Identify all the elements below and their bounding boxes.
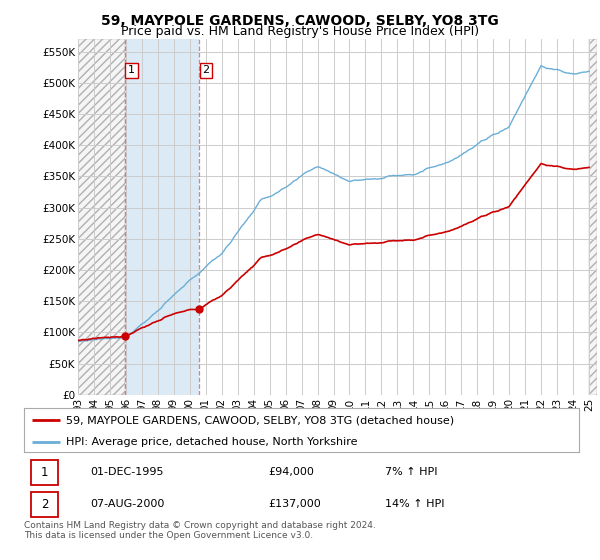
Text: Price paid vs. HM Land Registry's House Price Index (HPI): Price paid vs. HM Land Registry's House … [121,25,479,38]
Text: 7% ↑ HPI: 7% ↑ HPI [385,467,437,477]
Text: 07-AUG-2000: 07-AUG-2000 [91,499,165,509]
Bar [31,492,58,517]
Bar [125,39,199,395]
Bar [78,39,125,395]
Text: 2: 2 [202,66,209,76]
Text: £94,000: £94,000 [268,467,314,477]
Text: 59, MAYPOLE GARDENS, CAWOOD, SELBY, YO8 3TG (detached house): 59, MAYPOLE GARDENS, CAWOOD, SELBY, YO8 … [65,415,454,425]
Text: 1: 1 [128,66,135,76]
Text: 01-DEC-1995: 01-DEC-1995 [91,467,164,477]
Text: HPI: Average price, detached house, North Yorkshire: HPI: Average price, detached house, Nort… [65,437,357,447]
Bar [31,460,58,485]
Text: 2: 2 [41,498,48,511]
Bar [589,39,597,395]
Text: 1: 1 [41,466,48,479]
Text: Contains HM Land Registry data © Crown copyright and database right 2024.
This d: Contains HM Land Registry data © Crown c… [24,521,376,540]
Text: 14% ↑ HPI: 14% ↑ HPI [385,499,444,509]
Text: 59, MAYPOLE GARDENS, CAWOOD, SELBY, YO8 3TG: 59, MAYPOLE GARDENS, CAWOOD, SELBY, YO8 … [101,14,499,28]
Text: £137,000: £137,000 [268,499,321,509]
